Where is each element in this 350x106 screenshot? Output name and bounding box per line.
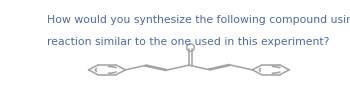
Text: reaction similar to the one used in this experiment?: reaction similar to the one used in this… xyxy=(47,37,329,47)
Text: How would you synthesize the following compound using an aldol condensation: How would you synthesize the following c… xyxy=(47,15,350,25)
